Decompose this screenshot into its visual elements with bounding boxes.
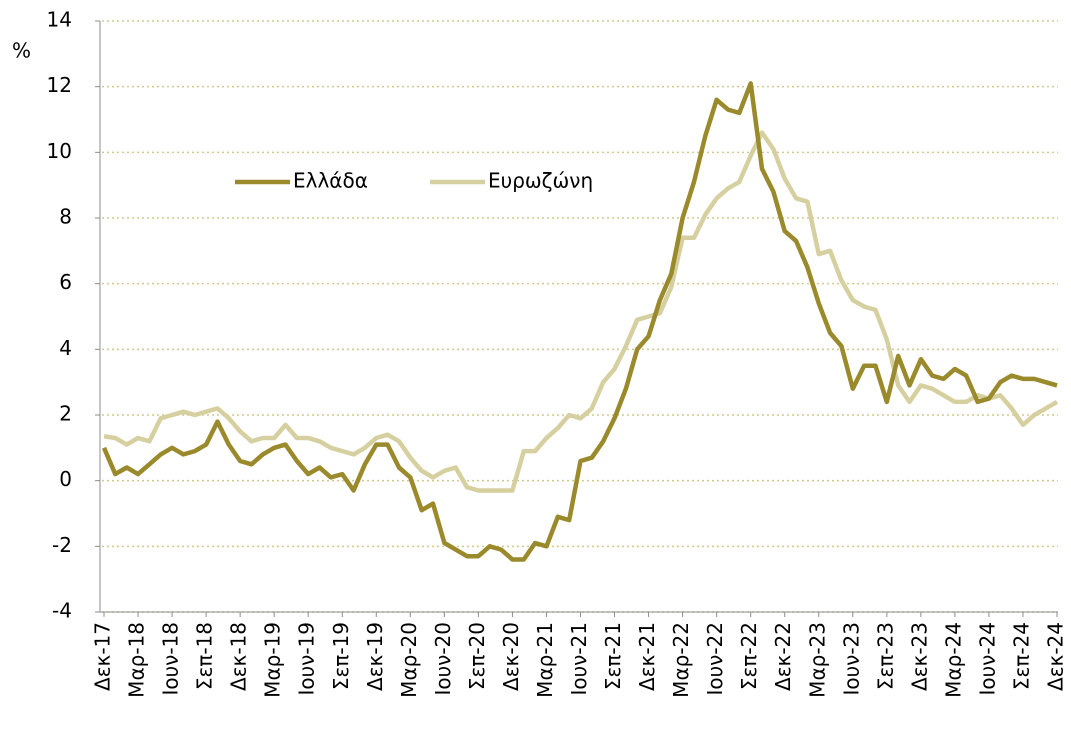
legend-label: Ευρωζώνη <box>488 169 593 193</box>
y-tick-label: -4 <box>52 599 72 623</box>
x-tick-label: Δεκ-23 <box>907 622 931 691</box>
x-tick-label: Μαρ-23 <box>805 622 829 698</box>
y-tick-label: 10 <box>47 139 72 163</box>
x-tick-label: Ιουν-19 <box>295 622 319 696</box>
y-tick-label: -2 <box>52 533 72 557</box>
x-tick-label: Σεπ-24 <box>1009 622 1033 690</box>
x-tick-label: Ιουν-24 <box>975 622 999 696</box>
x-tick-label: Σεπ-23 <box>873 622 897 690</box>
x-tick-label: Δεκ-17 <box>91 622 115 691</box>
y-tick-label: 4 <box>59 336 72 360</box>
x-tick-label: Ιουν-22 <box>703 622 727 696</box>
x-tick-label: Δεκ-18 <box>227 622 251 691</box>
series-line <box>103 130 1059 493</box>
y-tick-label: 2 <box>59 402 72 426</box>
x-tick-label: Ιουν-18 <box>159 622 183 696</box>
y-tick-label: 12 <box>47 73 72 97</box>
x-tick-label: Σεπ-20 <box>465 622 489 690</box>
y-tick-label: 0 <box>59 467 72 491</box>
x-tick-label: Δεκ-21 <box>635 622 659 691</box>
y-tick-label: 6 <box>59 270 72 294</box>
x-tick-label: Ιουν-23 <box>839 622 863 696</box>
x-tick-label: Μαρ-19 <box>261 622 285 698</box>
x-tick-label: Δεκ-19 <box>363 622 387 691</box>
y-axis-label: % <box>12 39 31 63</box>
x-tick-label: Σεπ-21 <box>601 622 625 690</box>
legend-label: Ελλάδα <box>293 169 368 193</box>
x-tick-label: Μαρ-18 <box>125 622 149 698</box>
y-tick-label: 14 <box>47 8 72 32</box>
x-tick-label: Μαρ-22 <box>669 622 693 698</box>
x-tick-label: Σεπ-18 <box>193 622 217 690</box>
x-tick-label: Μαρ-24 <box>941 622 965 698</box>
y-tick-label: 8 <box>59 205 72 229</box>
x-tick-label: Δεκ-24 <box>1044 622 1068 691</box>
x-tick-label: Δεκ-20 <box>499 622 523 691</box>
x-tick-label: Μαρ-21 <box>533 622 557 698</box>
x-tick-label: Σεπ-22 <box>737 622 761 690</box>
x-tick-label: Ιουν-20 <box>431 622 455 696</box>
series-line <box>101 81 1058 562</box>
x-tick-label: Ιουν-21 <box>567 622 591 696</box>
x-tick-label: Σεπ-19 <box>329 622 353 690</box>
x-tick-label: Μαρ-20 <box>397 622 421 698</box>
x-tick-label: Δεκ-22 <box>771 622 795 691</box>
